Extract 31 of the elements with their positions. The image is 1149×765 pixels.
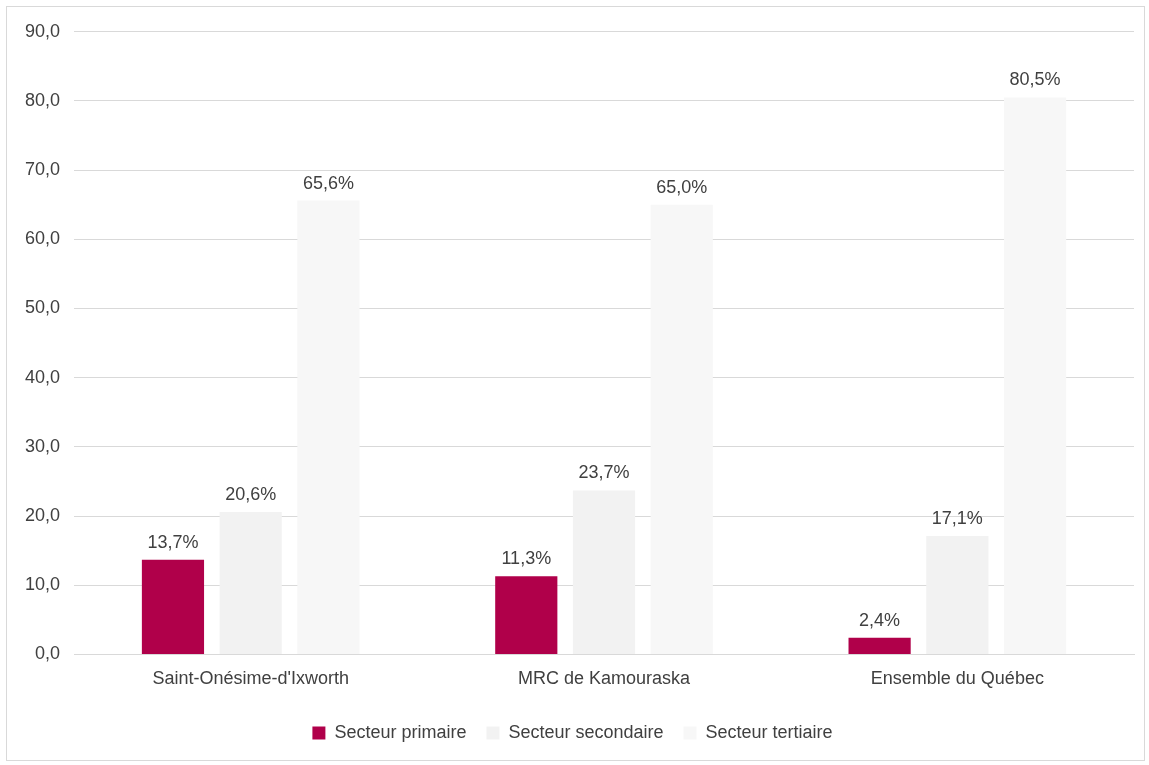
data-label: 11,3%	[501, 548, 552, 569]
y-tick-label: 0,0	[35, 643, 61, 664]
x-tick-label: Saint-Onésime-d'Ixworth	[152, 668, 349, 689]
data-label: 20,6%	[225, 483, 277, 504]
bar	[219, 511, 282, 654]
bar	[141, 559, 205, 654]
y-tick-label: 20,0	[24, 505, 61, 526]
bar	[495, 576, 558, 654]
x-tick-label: Ensemble du Québec	[870, 668, 1044, 689]
data-label: 2,4%	[859, 609, 901, 630]
y-tick-label: 70,0	[24, 159, 61, 180]
y-tick-label: 30,0	[24, 435, 61, 456]
legend-label: Secteur secondaire	[508, 721, 664, 742]
bar	[572, 490, 636, 654]
data-label: 13,7%	[147, 531, 199, 552]
y-tick-label: 50,0	[24, 297, 61, 318]
data-label: 80,5%	[1009, 69, 1061, 90]
y-tick-label: 80,0	[24, 89, 61, 110]
x-tick-label: MRC de Kamouraska	[517, 668, 692, 689]
y-tick-label: 90,0	[24, 20, 61, 41]
bar	[848, 637, 911, 654]
data-label: 65,6%	[302, 172, 354, 193]
data-label: 23,7%	[578, 462, 630, 483]
data-label: 65,0%	[656, 176, 708, 197]
y-tick-label: 60,0	[24, 228, 61, 249]
data-label: 17,1%	[931, 508, 983, 529]
legend-label: Secteur tertiaire	[705, 721, 833, 742]
y-tick-label: 10,0	[24, 574, 61, 595]
y-tick-label: 40,0	[24, 366, 61, 387]
bar	[926, 536, 989, 654]
legend-label: Secteur primaire	[334, 721, 467, 742]
